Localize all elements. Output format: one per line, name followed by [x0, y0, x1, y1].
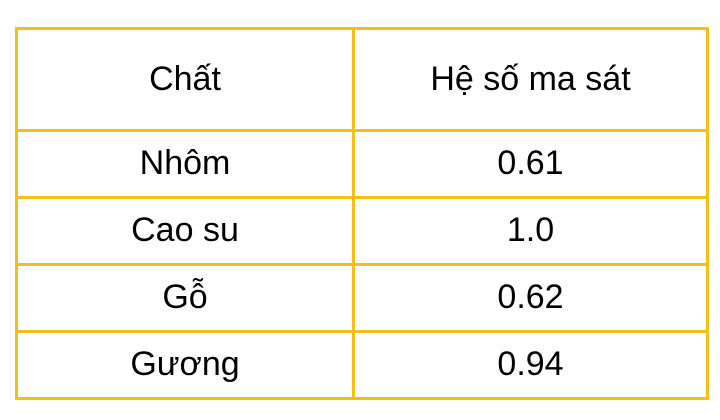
table-row: Cao su 1.0	[15, 195, 709, 266]
table-row: Gỗ 0.62	[15, 262, 709, 333]
friction-table-container: Chất Hệ số ma sát Nhôm 0.61 Cao su 1.0 G…	[15, 27, 709, 401]
table-row: Nhôm 0.61	[15, 128, 709, 199]
friction-table: Chất Hệ số ma sát Nhôm 0.61 Cao su 1.0 G…	[15, 27, 709, 401]
cell-coefficient: 0.61	[352, 128, 709, 199]
cell-material: Gỗ	[15, 262, 355, 333]
header-material: Chất	[15, 27, 355, 132]
cell-material: Nhôm	[15, 128, 355, 199]
cell-material: Cao su	[15, 195, 355, 266]
table-row: Gương 0.94	[15, 329, 709, 401]
table-header-row: Chất Hệ số ma sát	[15, 27, 709, 132]
cell-coefficient: 1.0	[352, 195, 709, 266]
header-friction-coefficient: Hệ số ma sát	[352, 27, 709, 132]
cell-material: Gương	[15, 329, 355, 401]
cell-coefficient: 0.94	[352, 329, 709, 401]
cell-coefficient: 0.62	[352, 262, 709, 333]
